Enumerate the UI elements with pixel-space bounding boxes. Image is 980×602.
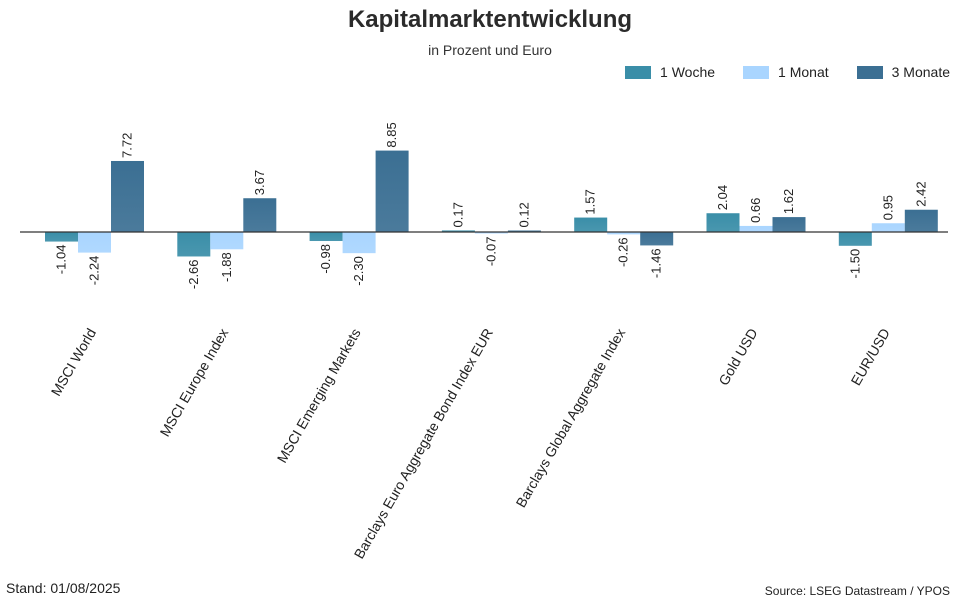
value-label: -1.50 bbox=[847, 249, 862, 279]
bar-3-monate-4 bbox=[640, 232, 674, 246]
value-label: -1.04 bbox=[54, 245, 69, 275]
value-label: 1.57 bbox=[583, 189, 598, 214]
value-label: 2.04 bbox=[715, 185, 730, 210]
category-label: Gold USD bbox=[715, 326, 760, 389]
value-label: 0.17 bbox=[450, 202, 465, 227]
legend-swatch bbox=[625, 65, 652, 79]
bar-3-monate-2 bbox=[375, 150, 409, 232]
bar-3-monate-0 bbox=[111, 160, 144, 232]
value-label: 8.85 bbox=[384, 122, 399, 147]
chart-subtitle: in Prozent und Euro bbox=[428, 42, 552, 58]
value-label: -2.66 bbox=[186, 259, 201, 289]
value-label: 0.12 bbox=[516, 202, 531, 227]
legend: 1 Woche 1 Monat 3 Monate bbox=[625, 64, 950, 80]
legend-label: 1 Monat bbox=[778, 64, 829, 80]
chart-title: Kapitalmarktentwicklung bbox=[347, 6, 633, 33]
bar-1-monat-6 bbox=[871, 223, 905, 232]
bar-1-monat-5 bbox=[739, 225, 773, 232]
value-label: -0.07 bbox=[483, 237, 498, 267]
category-label: MSCI World bbox=[48, 326, 99, 399]
legend-swatch bbox=[743, 65, 770, 79]
value-label: 7.72 bbox=[120, 133, 135, 158]
value-label: -0.98 bbox=[318, 244, 333, 274]
category-label: MSCI Europe Index bbox=[156, 326, 231, 440]
category-label: EUR/USD bbox=[848, 326, 893, 389]
value-label: -1.46 bbox=[649, 248, 664, 278]
source-note: Source: LSEG Datastream / YPOS bbox=[764, 584, 950, 598]
bar-1-woche-0 bbox=[45, 232, 78, 242]
value-label: -2.24 bbox=[87, 256, 102, 286]
legend-label: 1 Woche bbox=[660, 64, 716, 80]
value-label: 1.62 bbox=[781, 189, 796, 214]
bar-1-monat-2 bbox=[342, 232, 376, 254]
bar-3-monate-5 bbox=[772, 217, 806, 232]
bar-3-monate-1 bbox=[243, 198, 277, 232]
bar-1-woche-2 bbox=[309, 232, 343, 242]
bar-1-woche-5 bbox=[706, 213, 740, 232]
value-label: 0.66 bbox=[748, 198, 763, 223]
bar-1-monat-3 bbox=[474, 232, 508, 234]
value-label: 3.67 bbox=[252, 170, 267, 195]
bar-1-monat-0 bbox=[78, 232, 111, 253]
bar-1-woche-3 bbox=[441, 230, 475, 232]
legend-item-3-monate: 3 Monate bbox=[856, 64, 950, 80]
value-label: -1.88 bbox=[219, 252, 234, 282]
legend-item-1-monat: 1 Monat bbox=[743, 64, 829, 80]
legend-label: 3 Monate bbox=[891, 64, 950, 80]
value-label: 2.42 bbox=[913, 181, 928, 206]
value-label: -0.26 bbox=[616, 237, 631, 267]
bar-1-woche-4 bbox=[574, 217, 608, 232]
category-label: Barclays Euro Aggregate Bond Index EUR bbox=[351, 326, 496, 562]
bar-1-woche-6 bbox=[838, 232, 872, 246]
value-label: -2.30 bbox=[351, 256, 366, 286]
category-label: MSCI Emerging Markets bbox=[274, 325, 364, 465]
bar-1-monat-1 bbox=[210, 232, 244, 250]
category-label: Barclays Global Aggregate Index bbox=[512, 326, 628, 511]
bar-1-woche-1 bbox=[177, 232, 211, 257]
stand-date: Stand: 01/08/2025 bbox=[6, 580, 121, 596]
bar-3-monate-6 bbox=[904, 209, 938, 232]
bar-3-monate-3 bbox=[507, 230, 541, 232]
legend-swatch bbox=[856, 65, 883, 79]
value-label: 0.95 bbox=[880, 195, 895, 220]
legend-item-1-woche: 1 Woche bbox=[625, 64, 715, 80]
bar-1-monat-4 bbox=[607, 232, 641, 235]
